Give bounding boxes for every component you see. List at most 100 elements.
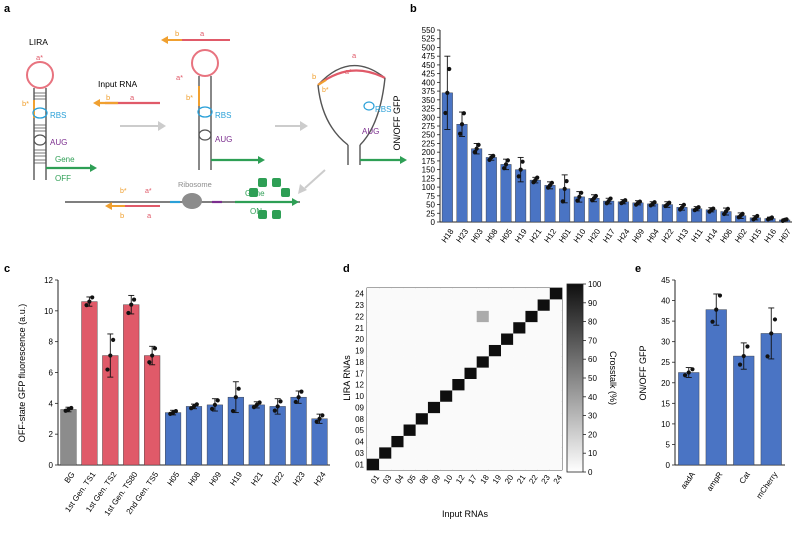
heatmap-x-tick: 23 bbox=[539, 473, 552, 486]
y-tick-label: 325 bbox=[422, 105, 436, 114]
heatmap-cell bbox=[367, 288, 380, 300]
y-tick-label: 5 bbox=[666, 440, 671, 449]
data-point bbox=[710, 319, 715, 324]
data-point bbox=[765, 354, 770, 359]
data-point bbox=[293, 399, 298, 405]
strand-b-star-4: b* bbox=[120, 188, 127, 195]
colorbar-tick-label: 60 bbox=[588, 355, 597, 364]
heatmap-cell bbox=[379, 333, 392, 345]
y-tick-label: 4 bbox=[49, 399, 54, 408]
heatmap-cell bbox=[403, 435, 416, 448]
aug-label: AUG bbox=[50, 138, 67, 147]
heatmap-cell bbox=[391, 322, 404, 334]
heatmap-cell bbox=[427, 390, 441, 402]
category-label: H09 bbox=[207, 470, 223, 488]
heatmap-cell bbox=[537, 310, 550, 323]
data-point bbox=[623, 198, 628, 203]
heatmap-cell bbox=[440, 367, 453, 379]
data-point bbox=[560, 199, 565, 204]
heatmap-cell bbox=[367, 435, 380, 448]
category-label: H24 bbox=[616, 227, 632, 245]
heatmap-x-tick: 22 bbox=[527, 473, 540, 486]
y-tick-label: 8 bbox=[49, 338, 54, 347]
data-point bbox=[443, 110, 448, 116]
strand-b-star: b* bbox=[22, 99, 29, 108]
heatmap-cell bbox=[549, 435, 562, 448]
heatmap-x-tick: 12 bbox=[454, 473, 467, 486]
heatmap-cell bbox=[488, 435, 502, 448]
heatmap-cell bbox=[501, 344, 514, 357]
heatmap-cell bbox=[513, 333, 526, 345]
data-point bbox=[257, 400, 262, 405]
heatmap-plot: 01 03 04 05 08 09 10 12 17 18 19 20 21 22 23 2401030405… bbox=[355, 280, 602, 486]
heatmap-y-tick: 08 bbox=[355, 415, 364, 424]
heatmap-cell bbox=[440, 379, 453, 391]
y-tick-label: 250 bbox=[422, 131, 436, 140]
chart-b-ylabel: ON/OFF GFP bbox=[392, 96, 402, 151]
category-label: H20 bbox=[586, 227, 602, 245]
data-point bbox=[150, 353, 155, 358]
data-point bbox=[696, 205, 701, 210]
y-tick-label: 200 bbox=[422, 148, 436, 157]
y-tick-label: 475 bbox=[422, 52, 436, 61]
data-point bbox=[296, 395, 301, 400]
data-point bbox=[681, 202, 687, 207]
ribosome-label: Ribosome bbox=[178, 180, 212, 189]
heatmap-cell bbox=[513, 458, 526, 470]
heatmap-cell bbox=[513, 322, 526, 334]
heatmap-cell bbox=[427, 322, 441, 334]
heatmap-cell bbox=[513, 401, 526, 414]
data-point bbox=[152, 346, 158, 351]
strand-b-star-3: b* bbox=[322, 87, 329, 94]
heatmap-cell bbox=[525, 356, 538, 368]
heatmap-cell bbox=[549, 458, 562, 470]
heatmap-cell bbox=[549, 288, 562, 300]
strand-b: b bbox=[106, 93, 110, 102]
heatmap-cell bbox=[440, 413, 453, 425]
category-label: H13 bbox=[674, 227, 690, 245]
data-point bbox=[147, 360, 152, 365]
strand-a-2: a bbox=[200, 29, 205, 38]
y-tick-label: 275 bbox=[422, 122, 436, 131]
heatmap-cell bbox=[525, 299, 538, 311]
heatmap-cell bbox=[488, 401, 502, 414]
heatmap-cell bbox=[464, 299, 477, 311]
heatmap-cell bbox=[403, 424, 416, 436]
heatmap-cell bbox=[501, 379, 514, 391]
heatmap-cell bbox=[440, 299, 453, 311]
data-point bbox=[69, 405, 74, 411]
heatmap-cell bbox=[403, 344, 416, 357]
heatmap-cell bbox=[525, 390, 538, 402]
data-point bbox=[230, 408, 236, 414]
data-point bbox=[755, 213, 760, 219]
heatmap-cell bbox=[367, 333, 380, 345]
category-label: H04 bbox=[645, 227, 661, 245]
heatmap-cell bbox=[367, 379, 380, 391]
heatmap-cell bbox=[501, 447, 514, 459]
data-point bbox=[505, 158, 511, 163]
heatmap-cell bbox=[488, 299, 502, 311]
data-point bbox=[236, 386, 241, 391]
bar bbox=[678, 372, 700, 466]
heatmap-cell bbox=[427, 379, 441, 391]
y-tick-label: 25 bbox=[426, 209, 435, 218]
heatmap-cell bbox=[403, 299, 416, 311]
heatmap-cell bbox=[488, 458, 502, 470]
heatmap-x-tick: 03 bbox=[381, 473, 394, 486]
heatmap-cell bbox=[537, 435, 550, 448]
heatmap-cell bbox=[501, 390, 514, 402]
data-point bbox=[740, 211, 745, 217]
heatmap-cell bbox=[525, 435, 538, 448]
y-tick-label: 125 bbox=[422, 174, 436, 183]
heatmap-cell bbox=[537, 322, 550, 334]
heatmap-cell bbox=[427, 413, 441, 425]
heatmap-cell bbox=[488, 288, 502, 300]
data-point bbox=[447, 66, 452, 72]
category-label: H19 bbox=[513, 227, 529, 245]
data-point bbox=[317, 416, 322, 421]
heatmap-cell bbox=[403, 379, 416, 391]
heatmap-cell bbox=[464, 379, 477, 391]
y-tick-label: 0 bbox=[431, 218, 436, 227]
heatmap-cell bbox=[452, 356, 465, 368]
